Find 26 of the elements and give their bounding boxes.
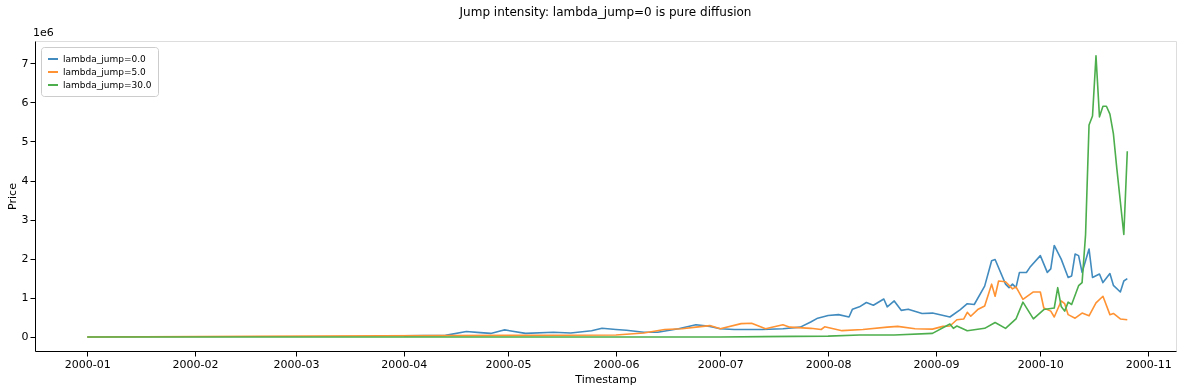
y-tick-label: 6 <box>21 95 29 109</box>
x-tick-label: 2000-08 <box>805 357 852 371</box>
x-tick-label: 2000-01 <box>64 357 111 371</box>
y-tick-label: 5 <box>21 134 29 148</box>
legend-label: lambda_jump=5.0 <box>63 67 147 77</box>
x-tick-label: 2000-09 <box>913 357 960 371</box>
x-tick-label: 2000-05 <box>485 357 532 371</box>
legend-label: lambda_jump=0.0 <box>63 54 147 64</box>
text: 1e6 <box>33 26 54 39</box>
y-tick-label: 7 <box>21 56 29 70</box>
y-tick-label: 0 <box>21 330 29 344</box>
y-tick-label: 4 <box>21 174 29 188</box>
chart-title: Jump intensity: lambda_jump=0 is pure diffusion <box>458 5 752 19</box>
y-axis-title: Price <box>5 182 19 210</box>
x-tick-label: 2000-10 <box>1017 357 1064 371</box>
y-tick-label: 1 <box>21 291 29 305</box>
legend-label: lambda_jump=30.0 <box>63 80 152 90</box>
x-tick-label: 2000-02 <box>172 357 219 371</box>
x-tick-label: 2000-04 <box>381 357 428 371</box>
x-tick-label: 2000-06 <box>593 357 640 371</box>
x-axis-title: Timestamp <box>574 372 637 386</box>
x-tick-label: 2000-07 <box>697 357 744 371</box>
x-tick-label: 2000-11 <box>1125 357 1172 371</box>
y-tick-label: 3 <box>21 213 29 227</box>
x-tick-label: 2000-03 <box>273 357 320 371</box>
y-tick-label: 2 <box>21 252 29 266</box>
